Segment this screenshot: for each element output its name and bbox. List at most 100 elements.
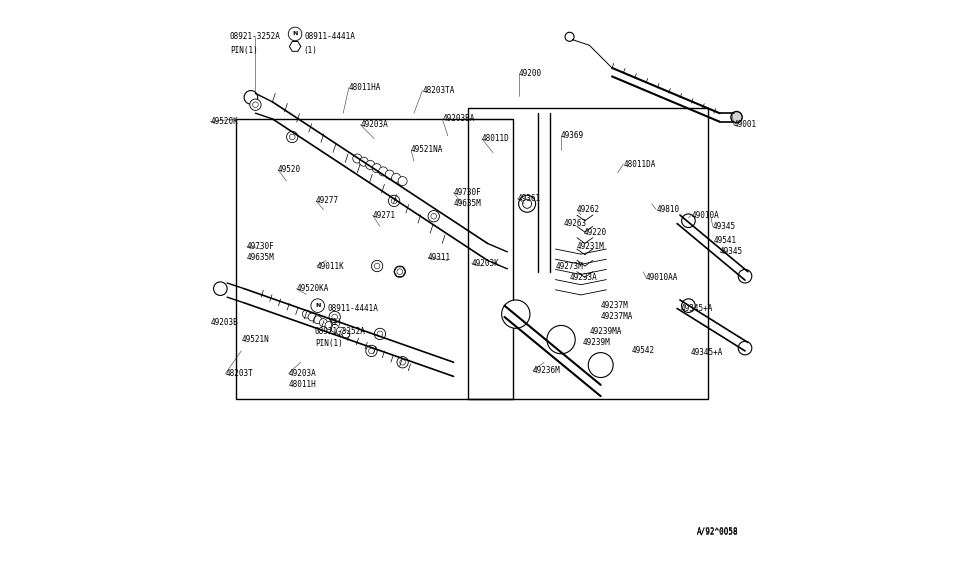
Text: 48203TA: 48203TA	[422, 86, 454, 95]
Text: 49203K: 49203K	[472, 259, 499, 268]
Text: 49001: 49001	[734, 120, 757, 129]
Circle shape	[519, 195, 535, 212]
Text: 49521N: 49521N	[241, 335, 269, 344]
Text: 49345+A: 49345+A	[690, 348, 722, 357]
Circle shape	[400, 359, 406, 365]
Circle shape	[378, 167, 388, 176]
Circle shape	[398, 177, 408, 186]
Circle shape	[372, 164, 381, 173]
Text: 08921-3252A: 08921-3252A	[230, 32, 281, 41]
Circle shape	[331, 324, 338, 332]
Text: 49730F: 49730F	[247, 242, 275, 251]
Text: 08911-4441A: 08911-4441A	[304, 32, 356, 41]
Text: 49273M: 49273M	[556, 261, 583, 271]
Circle shape	[332, 314, 337, 320]
Circle shape	[320, 319, 328, 327]
Circle shape	[371, 260, 383, 272]
Text: 49521NA: 49521NA	[411, 145, 444, 155]
Text: 49011K: 49011K	[317, 261, 344, 271]
Circle shape	[502, 300, 530, 328]
Text: (1): (1)	[328, 318, 342, 327]
Text: A/92^0058: A/92^0058	[697, 526, 738, 535]
Text: 49361: 49361	[518, 194, 540, 203]
Circle shape	[314, 316, 322, 324]
Circle shape	[253, 102, 258, 108]
Circle shape	[302, 310, 310, 318]
Circle shape	[250, 99, 261, 110]
Text: 49277: 49277	[316, 196, 339, 205]
Circle shape	[388, 195, 400, 207]
Circle shape	[523, 199, 531, 208]
Text: PIN(1): PIN(1)	[230, 46, 257, 55]
Text: (1): (1)	[303, 46, 318, 55]
Circle shape	[336, 327, 344, 335]
Circle shape	[329, 311, 340, 323]
Text: 48011D: 48011D	[482, 134, 510, 143]
Text: 49541: 49541	[714, 236, 737, 245]
Circle shape	[311, 299, 325, 312]
Text: 48011DA: 48011DA	[623, 160, 656, 169]
Circle shape	[214, 282, 227, 295]
Text: 49010A: 49010A	[691, 211, 719, 220]
Text: 48011HA: 48011HA	[349, 83, 381, 92]
Text: 49239M: 49239M	[583, 338, 610, 347]
Text: 49730F: 49730F	[453, 188, 482, 197]
Text: 49345+A: 49345+A	[682, 304, 714, 313]
Text: 49220: 49220	[584, 228, 606, 237]
Text: 49203A: 49203A	[360, 120, 388, 129]
Circle shape	[353, 154, 362, 163]
Text: 49237M: 49237M	[601, 301, 629, 310]
Text: 49200: 49200	[519, 69, 542, 78]
Text: A/92^0058: A/92^0058	[697, 528, 738, 537]
Text: 49233A: 49233A	[569, 273, 598, 282]
Text: N: N	[292, 32, 297, 36]
Text: N: N	[315, 303, 321, 308]
Text: 49520K: 49520K	[211, 117, 238, 126]
Circle shape	[431, 213, 437, 219]
Text: 49520KA: 49520KA	[296, 284, 329, 293]
Circle shape	[308, 313, 316, 321]
Circle shape	[369, 348, 374, 354]
Text: 49010AA: 49010AA	[646, 273, 679, 282]
Text: 49520: 49520	[278, 165, 301, 174]
Circle shape	[366, 160, 374, 169]
Circle shape	[391, 198, 397, 204]
Text: 49542: 49542	[632, 346, 655, 355]
Text: 49237MA: 49237MA	[601, 312, 633, 321]
Circle shape	[738, 341, 752, 355]
Bar	[468, 108, 708, 399]
Circle shape	[738, 269, 752, 283]
Text: 08911-4441A: 08911-4441A	[328, 304, 378, 313]
Text: 49311: 49311	[428, 253, 451, 262]
Circle shape	[366, 345, 377, 357]
Circle shape	[374, 328, 386, 340]
Circle shape	[289, 27, 302, 41]
Circle shape	[428, 211, 440, 222]
Circle shape	[397, 269, 403, 275]
Text: 49239MA: 49239MA	[589, 327, 622, 336]
Text: 08921-3252A: 08921-3252A	[315, 327, 366, 336]
Text: 49635M: 49635M	[247, 253, 275, 262]
Text: 49231M: 49231M	[577, 242, 604, 251]
Text: 49236M: 49236M	[532, 366, 561, 375]
Circle shape	[342, 330, 350, 338]
Text: 48203T: 48203T	[225, 369, 254, 378]
Circle shape	[325, 321, 333, 329]
Circle shape	[287, 131, 298, 143]
Text: 49345: 49345	[713, 222, 736, 231]
Text: 49262: 49262	[577, 205, 600, 214]
Text: 49369: 49369	[561, 131, 584, 140]
Text: 49203BA: 49203BA	[443, 114, 475, 123]
Circle shape	[394, 266, 406, 277]
Text: 49203B: 49203B	[211, 318, 238, 327]
Circle shape	[392, 173, 401, 182]
Bar	[236, 119, 513, 399]
Circle shape	[244, 91, 257, 104]
Text: PIN(1): PIN(1)	[315, 339, 342, 348]
Text: 48011H: 48011H	[289, 380, 316, 389]
Circle shape	[547, 325, 575, 354]
Text: 49345: 49345	[720, 247, 743, 256]
Text: 49271: 49271	[372, 211, 396, 220]
Circle shape	[566, 32, 574, 41]
Circle shape	[290, 134, 295, 140]
